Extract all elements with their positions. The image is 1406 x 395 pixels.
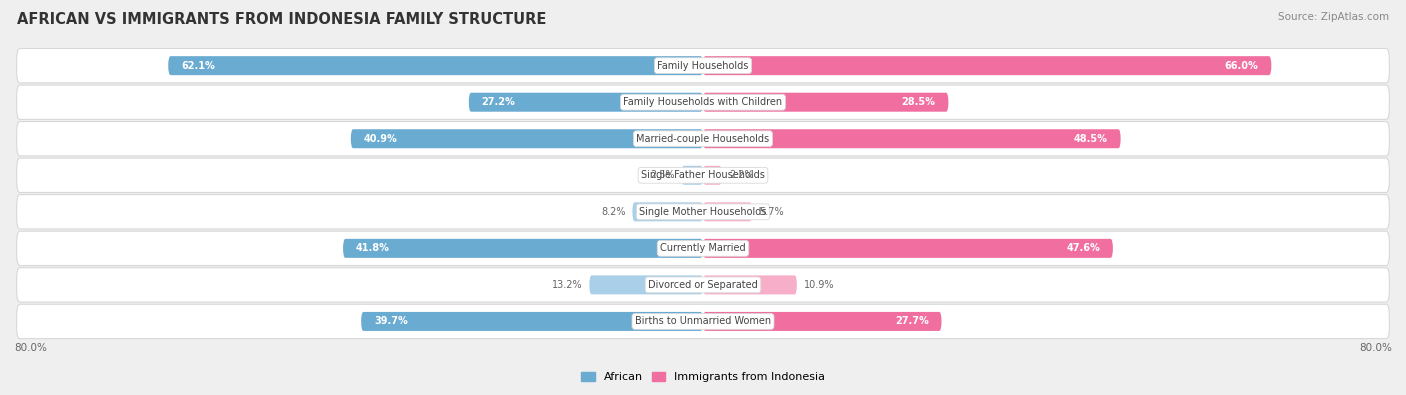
- Text: Married-couple Households: Married-couple Households: [637, 134, 769, 144]
- FancyBboxPatch shape: [17, 85, 1389, 119]
- Text: AFRICAN VS IMMIGRANTS FROM INDONESIA FAMILY STRUCTURE: AFRICAN VS IMMIGRANTS FROM INDONESIA FAM…: [17, 12, 547, 27]
- Text: 48.5%: 48.5%: [1074, 134, 1108, 144]
- Text: 2.5%: 2.5%: [650, 170, 675, 180]
- FancyBboxPatch shape: [589, 275, 703, 294]
- FancyBboxPatch shape: [703, 202, 752, 221]
- Text: 13.2%: 13.2%: [551, 280, 582, 290]
- FancyBboxPatch shape: [17, 304, 1389, 339]
- FancyBboxPatch shape: [17, 49, 1389, 83]
- Text: 39.7%: 39.7%: [374, 316, 408, 326]
- FancyBboxPatch shape: [17, 195, 1389, 229]
- FancyBboxPatch shape: [361, 312, 703, 331]
- Text: 8.2%: 8.2%: [600, 207, 626, 217]
- FancyBboxPatch shape: [703, 93, 949, 112]
- Text: 27.2%: 27.2%: [482, 97, 516, 107]
- Text: 10.9%: 10.9%: [804, 280, 834, 290]
- Text: 5.7%: 5.7%: [759, 207, 783, 217]
- Text: 80.0%: 80.0%: [14, 342, 46, 353]
- Text: 62.1%: 62.1%: [181, 61, 215, 71]
- FancyBboxPatch shape: [633, 202, 703, 221]
- FancyBboxPatch shape: [703, 312, 942, 331]
- Text: Source: ZipAtlas.com: Source: ZipAtlas.com: [1278, 12, 1389, 22]
- FancyBboxPatch shape: [169, 56, 703, 75]
- Legend: African, Immigrants from Indonesia: African, Immigrants from Indonesia: [576, 367, 830, 387]
- Text: Single Father Households: Single Father Households: [641, 170, 765, 180]
- FancyBboxPatch shape: [468, 93, 703, 112]
- Text: 2.2%: 2.2%: [728, 170, 754, 180]
- FancyBboxPatch shape: [703, 275, 797, 294]
- FancyBboxPatch shape: [682, 166, 703, 185]
- Text: Currently Married: Currently Married: [661, 243, 745, 253]
- Text: 66.0%: 66.0%: [1225, 61, 1258, 71]
- FancyBboxPatch shape: [703, 56, 1271, 75]
- Text: Births to Unmarried Women: Births to Unmarried Women: [636, 316, 770, 326]
- FancyBboxPatch shape: [17, 268, 1389, 302]
- Text: 40.9%: 40.9%: [364, 134, 398, 144]
- Text: 80.0%: 80.0%: [1360, 342, 1392, 353]
- Text: Family Households with Children: Family Households with Children: [623, 97, 783, 107]
- Text: 28.5%: 28.5%: [901, 97, 935, 107]
- FancyBboxPatch shape: [350, 129, 703, 148]
- Text: 27.7%: 27.7%: [894, 316, 928, 326]
- FancyBboxPatch shape: [17, 231, 1389, 265]
- FancyBboxPatch shape: [343, 239, 703, 258]
- FancyBboxPatch shape: [17, 122, 1389, 156]
- Text: Single Mother Households: Single Mother Households: [640, 207, 766, 217]
- Text: Divorced or Separated: Divorced or Separated: [648, 280, 758, 290]
- FancyBboxPatch shape: [703, 129, 1121, 148]
- Text: 41.8%: 41.8%: [356, 243, 389, 253]
- Text: Family Households: Family Households: [658, 61, 748, 71]
- FancyBboxPatch shape: [17, 158, 1389, 192]
- FancyBboxPatch shape: [703, 166, 721, 185]
- FancyBboxPatch shape: [703, 239, 1114, 258]
- Text: 47.6%: 47.6%: [1066, 243, 1099, 253]
